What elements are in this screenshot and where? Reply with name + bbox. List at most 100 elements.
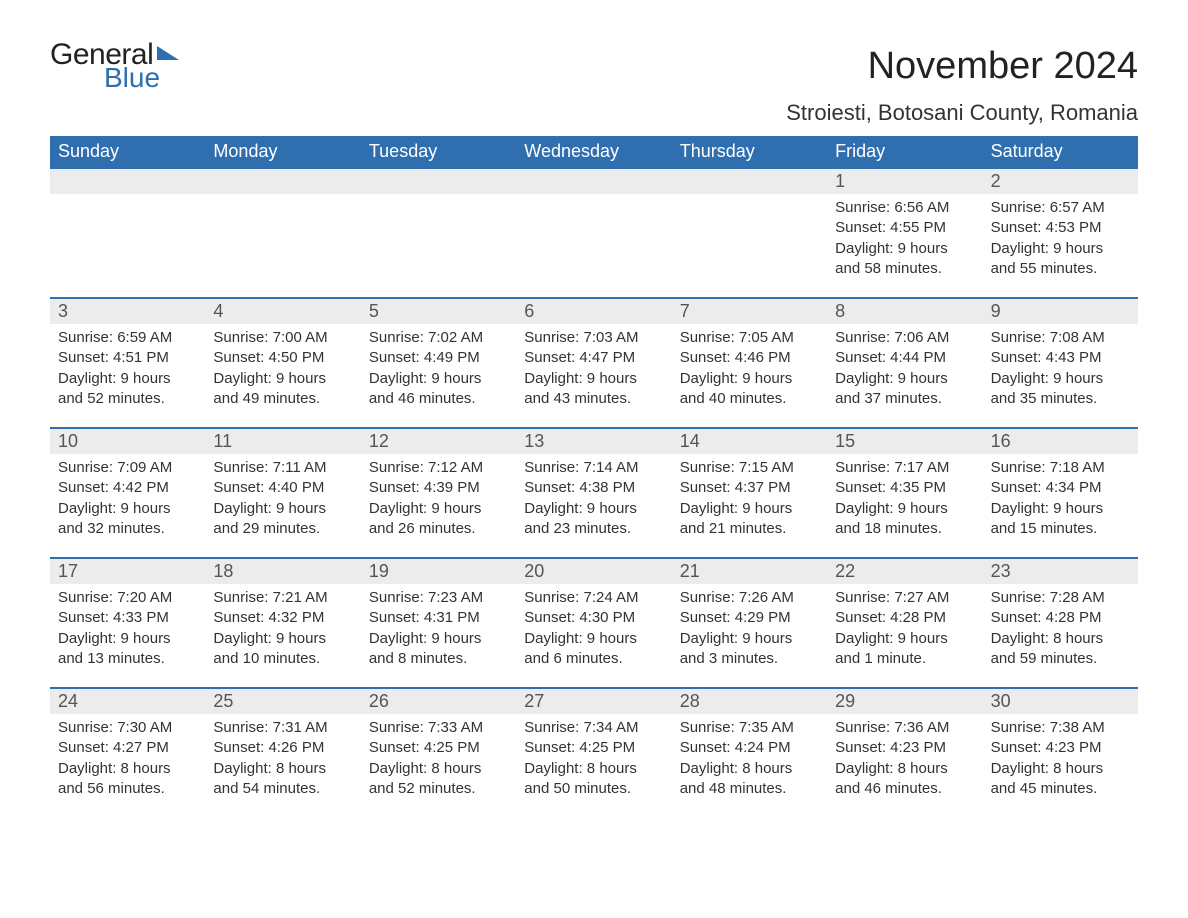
daylight-text: Daylight: 9 hours and 3 minutes. <box>680 629 819 670</box>
sunrise-text: Sunrise: 7:33 AM <box>369 718 508 738</box>
week-body-row: Sunrise: 7:09 AMSunset: 4:42 PMDaylight:… <box>50 454 1138 557</box>
day-cell: Sunrise: 7:08 AMSunset: 4:43 PMDaylight:… <box>983 324 1138 427</box>
sunrise-text: Sunrise: 7:20 AM <box>58 588 197 608</box>
daylight-text: Daylight: 9 hours and 49 minutes. <box>213 369 352 410</box>
dow-friday: Friday <box>827 136 982 167</box>
daylight-text: Daylight: 8 hours and 59 minutes. <box>991 629 1130 670</box>
sunrise-text: Sunrise: 7:14 AM <box>524 458 663 478</box>
daylight-text: Daylight: 8 hours and 54 minutes. <box>213 759 352 800</box>
dow-header-row: Sunday Monday Tuesday Wednesday Thursday… <box>50 136 1138 167</box>
sunset-text: Sunset: 4:49 PM <box>369 348 508 368</box>
day-cell <box>205 194 360 297</box>
day-cell: Sunrise: 7:24 AMSunset: 4:30 PMDaylight:… <box>516 584 671 687</box>
day-cell: Sunrise: 7:17 AMSunset: 4:35 PMDaylight:… <box>827 454 982 557</box>
daylight-text: Daylight: 9 hours and 37 minutes. <box>835 369 974 410</box>
daylight-text: Daylight: 9 hours and 15 minutes. <box>991 499 1130 540</box>
day-number: 28 <box>672 689 827 714</box>
day-number: 1 <box>827 169 982 194</box>
sunset-text: Sunset: 4:44 PM <box>835 348 974 368</box>
day-number <box>672 169 827 194</box>
sunset-text: Sunset: 4:25 PM <box>369 738 508 758</box>
day-cell: Sunrise: 7:14 AMSunset: 4:38 PMDaylight:… <box>516 454 671 557</box>
day-number: 2 <box>983 169 1138 194</box>
daylight-text: Daylight: 9 hours and 26 minutes. <box>369 499 508 540</box>
sunrise-text: Sunrise: 7:23 AM <box>369 588 508 608</box>
sunrise-text: Sunrise: 7:11 AM <box>213 458 352 478</box>
daylight-text: Daylight: 8 hours and 46 minutes. <box>835 759 974 800</box>
daylight-text: Daylight: 9 hours and 58 minutes. <box>835 239 974 280</box>
sunrise-text: Sunrise: 6:57 AM <box>991 198 1130 218</box>
sunset-text: Sunset: 4:43 PM <box>991 348 1130 368</box>
day-number: 27 <box>516 689 671 714</box>
sunset-text: Sunset: 4:42 PM <box>58 478 197 498</box>
day-cell: Sunrise: 7:21 AMSunset: 4:32 PMDaylight:… <box>205 584 360 687</box>
day-number <box>516 169 671 194</box>
sunset-text: Sunset: 4:25 PM <box>524 738 663 758</box>
day-cell: Sunrise: 7:15 AMSunset: 4:37 PMDaylight:… <box>672 454 827 557</box>
sunrise-text: Sunrise: 7:38 AM <box>991 718 1130 738</box>
sunset-text: Sunset: 4:55 PM <box>835 218 974 238</box>
sunrise-text: Sunrise: 7:02 AM <box>369 328 508 348</box>
sunrise-text: Sunrise: 7:30 AM <box>58 718 197 738</box>
sunset-text: Sunset: 4:34 PM <box>991 478 1130 498</box>
sunrise-text: Sunrise: 7:18 AM <box>991 458 1130 478</box>
day-number: 12 <box>361 429 516 454</box>
day-cell: Sunrise: 7:00 AMSunset: 4:50 PMDaylight:… <box>205 324 360 427</box>
sunrise-text: Sunrise: 7:31 AM <box>213 718 352 738</box>
week-daynum-row: 17181920212223 <box>50 557 1138 584</box>
sunset-text: Sunset: 4:53 PM <box>991 218 1130 238</box>
sunrise-text: Sunrise: 7:08 AM <box>991 328 1130 348</box>
sunrise-text: Sunrise: 7:28 AM <box>991 588 1130 608</box>
day-cell: Sunrise: 7:28 AMSunset: 4:28 PMDaylight:… <box>983 584 1138 687</box>
day-number: 18 <box>205 559 360 584</box>
day-cell: Sunrise: 6:56 AMSunset: 4:55 PMDaylight:… <box>827 194 982 297</box>
daylight-text: Daylight: 8 hours and 50 minutes. <box>524 759 663 800</box>
day-number: 29 <box>827 689 982 714</box>
day-number: 6 <box>516 299 671 324</box>
sunset-text: Sunset: 4:39 PM <box>369 478 508 498</box>
daylight-text: Daylight: 9 hours and 1 minute. <box>835 629 974 670</box>
week-daynum-row: 3456789 <box>50 297 1138 324</box>
daylight-text: Daylight: 8 hours and 56 minutes. <box>58 759 197 800</box>
sunrise-text: Sunrise: 7:05 AM <box>680 328 819 348</box>
day-cell: Sunrise: 7:27 AMSunset: 4:28 PMDaylight:… <box>827 584 982 687</box>
daylight-text: Daylight: 9 hours and 23 minutes. <box>524 499 663 540</box>
sunrise-text: Sunrise: 7:06 AM <box>835 328 974 348</box>
day-cell: Sunrise: 7:35 AMSunset: 4:24 PMDaylight:… <box>672 714 827 817</box>
day-number: 19 <box>361 559 516 584</box>
sunset-text: Sunset: 4:50 PM <box>213 348 352 368</box>
day-number: 14 <box>672 429 827 454</box>
sunset-text: Sunset: 4:35 PM <box>835 478 974 498</box>
sunset-text: Sunset: 4:23 PM <box>835 738 974 758</box>
week-body-row: Sunrise: 7:30 AMSunset: 4:27 PMDaylight:… <box>50 714 1138 817</box>
daylight-text: Daylight: 9 hours and 55 minutes. <box>991 239 1130 280</box>
sunset-text: Sunset: 4:32 PM <box>213 608 352 628</box>
dow-thursday: Thursday <box>672 136 827 167</box>
day-cell: Sunrise: 6:59 AMSunset: 4:51 PMDaylight:… <box>50 324 205 427</box>
day-cell <box>672 194 827 297</box>
daylight-text: Daylight: 9 hours and 46 minutes. <box>369 369 508 410</box>
day-number: 10 <box>50 429 205 454</box>
daylight-text: Daylight: 9 hours and 6 minutes. <box>524 629 663 670</box>
week-daynum-row: 10111213141516 <box>50 427 1138 454</box>
sunset-text: Sunset: 4:51 PM <box>58 348 197 368</box>
day-cell: Sunrise: 7:03 AMSunset: 4:47 PMDaylight:… <box>516 324 671 427</box>
day-number: 21 <box>672 559 827 584</box>
day-number: 16 <box>983 429 1138 454</box>
daylight-text: Daylight: 9 hours and 40 minutes. <box>680 369 819 410</box>
daylight-text: Daylight: 8 hours and 48 minutes. <box>680 759 819 800</box>
sunset-text: Sunset: 4:37 PM <box>680 478 819 498</box>
day-cell: Sunrise: 7:12 AMSunset: 4:39 PMDaylight:… <box>361 454 516 557</box>
day-number: 26 <box>361 689 516 714</box>
sunrise-text: Sunrise: 7:17 AM <box>835 458 974 478</box>
daylight-text: Daylight: 8 hours and 45 minutes. <box>991 759 1130 800</box>
day-number: 22 <box>827 559 982 584</box>
dow-saturday: Saturday <box>983 136 1138 167</box>
daylight-text: Daylight: 9 hours and 8 minutes. <box>369 629 508 670</box>
day-number <box>361 169 516 194</box>
day-number: 5 <box>361 299 516 324</box>
sunset-text: Sunset: 4:28 PM <box>991 608 1130 628</box>
day-cell: Sunrise: 6:57 AMSunset: 4:53 PMDaylight:… <box>983 194 1138 297</box>
day-number: 23 <box>983 559 1138 584</box>
sunrise-text: Sunrise: 7:15 AM <box>680 458 819 478</box>
